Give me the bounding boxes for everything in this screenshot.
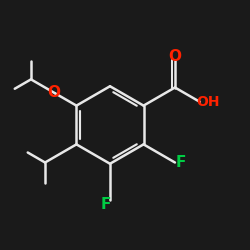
Text: O: O: [47, 85, 60, 100]
Text: F: F: [175, 155, 186, 170]
Text: OH: OH: [196, 95, 220, 109]
Text: O: O: [168, 49, 181, 64]
Text: F: F: [101, 197, 112, 212]
